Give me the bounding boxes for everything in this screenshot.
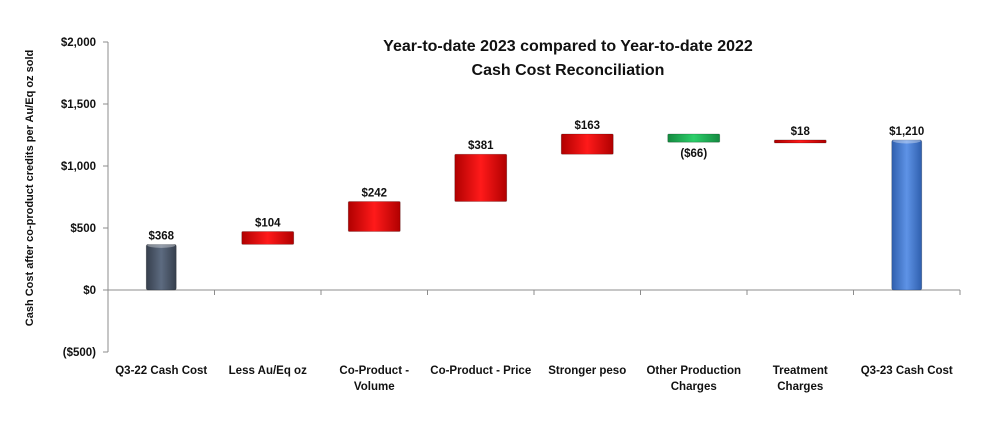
- category-label-1: Q3-22 Cash Cost: [115, 365, 207, 377]
- y-tick-label: $1,000: [61, 161, 96, 173]
- category-label-7: Treatment Charges: [773, 365, 828, 393]
- data-label-5: $163: [574, 120, 600, 132]
- category-label-5: Stronger peso: [548, 365, 626, 377]
- bar-5: [560, 133, 614, 155]
- category-labels: Q3-22 Cash Cost Less Au/Eq oz Co-Product -…: [115, 365, 953, 393]
- data-label-1: $368: [148, 230, 174, 242]
- y-axis-label: Cash Cost after co-product credits per A…: [24, 50, 36, 326]
- y-tick-labels: $2,000 $1,500 $1,000 $500 $0 ($500): [61, 37, 96, 359]
- data-labels: $368 $104 $242 $381 $163 ($66) $18 $1,210: [148, 120, 924, 242]
- y-tick-label: $500: [70, 223, 96, 235]
- bar-top-highlight: [147, 242, 176, 248]
- bar-4: [454, 153, 508, 202]
- chart-title-line-2: Cash Cost Reconciliation: [472, 62, 665, 79]
- category-label-6: Other Production Charges: [646, 365, 741, 393]
- chart-title: Year-to-date 2023 compared to Year-to-da…: [383, 38, 753, 79]
- bar-2: [241, 231, 295, 245]
- data-label-8: $1,210: [889, 126, 924, 138]
- bar-top-highlight: [892, 138, 921, 144]
- category-label-8: Q3-23 Cash Cost: [861, 365, 953, 377]
- data-label-2: $104: [255, 217, 281, 229]
- axes: [103, 41, 961, 353]
- category-label-4: Co-Product - Price: [430, 365, 531, 377]
- y-tick-label: $2,000: [61, 37, 96, 49]
- data-label-6: ($66): [680, 148, 707, 160]
- bars: [145, 133, 923, 291]
- bar-1: [145, 243, 177, 291]
- bar-7: [773, 139, 827, 144]
- y-tick-label: $1,500: [61, 99, 96, 111]
- data-label-4: $381: [468, 140, 494, 152]
- category-label-2: Less Au/Eq oz: [229, 365, 307, 377]
- bar-3: [347, 201, 401, 232]
- y-tick-label: ($500): [63, 347, 96, 359]
- category-label-3: Co-Product -Volume: [339, 365, 409, 393]
- bar-8: [891, 139, 923, 291]
- y-tick-label: $0: [83, 285, 96, 297]
- chart-title-line-1: Year-to-date 2023 compared to Year-to-da…: [383, 38, 753, 55]
- data-label-3: $242: [361, 187, 387, 199]
- bar-6: [667, 133, 721, 143]
- data-label-7: $18: [791, 126, 811, 138]
